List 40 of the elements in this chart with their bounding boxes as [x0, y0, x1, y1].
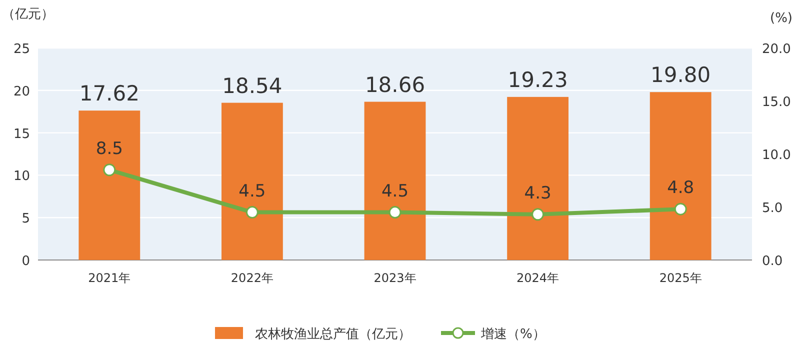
x-tick-label: 2025年	[659, 271, 702, 285]
y-tick-label: 0	[22, 254, 30, 269]
x-tick-label: 2023年	[374, 271, 416, 285]
y2-tick-label: 0.0	[762, 254, 783, 269]
point	[103, 164, 116, 176]
bar	[507, 96, 568, 260]
data-label: 4.5	[381, 181, 409, 202]
y-tick-label: 15	[13, 126, 30, 142]
point	[246, 206, 258, 219]
legend-label: 农林牧渔业总产值（亿元）	[255, 327, 411, 342]
x-tick-label: 2022年	[230, 271, 274, 285]
data-label: 17.62	[79, 82, 140, 106]
y-tick-label: 10	[13, 169, 30, 184]
bar	[222, 102, 283, 260]
data-label: 18.66	[364, 72, 426, 97]
x-tick-label: 2021年	[88, 271, 131, 285]
y-axis-title: （亿元）	[2, 7, 54, 22]
y-tick-label: 25	[13, 42, 30, 57]
point	[674, 202, 687, 216]
bar	[364, 102, 426, 260]
data-label: 19.80	[650, 63, 711, 88]
y2-tick-label: 15.0	[762, 95, 791, 110]
data-label: 8.5	[96, 138, 123, 159]
data-label: 18.54	[222, 74, 282, 98]
y-tick-label: 20	[13, 84, 30, 100]
x-tick-label: 2024年	[516, 271, 560, 285]
bar	[78, 110, 140, 260]
y2-tick-label: 10.0	[762, 148, 791, 163]
data-label: 4.5	[238, 181, 266, 202]
y2-axis-title: (%)	[770, 11, 792, 26]
y2-tick-label: 20.0	[762, 42, 791, 57]
data-label: 4.8	[667, 178, 694, 198]
point	[388, 206, 402, 219]
data-label: 4.3	[524, 183, 552, 204]
y2-tick-label: 5.0	[762, 201, 783, 216]
y-tick-label: 5	[22, 212, 30, 227]
bar	[650, 92, 712, 260]
point	[532, 208, 544, 221]
legend-label: 增速（%）	[480, 327, 546, 342]
data-label: 19.23	[508, 68, 568, 92]
